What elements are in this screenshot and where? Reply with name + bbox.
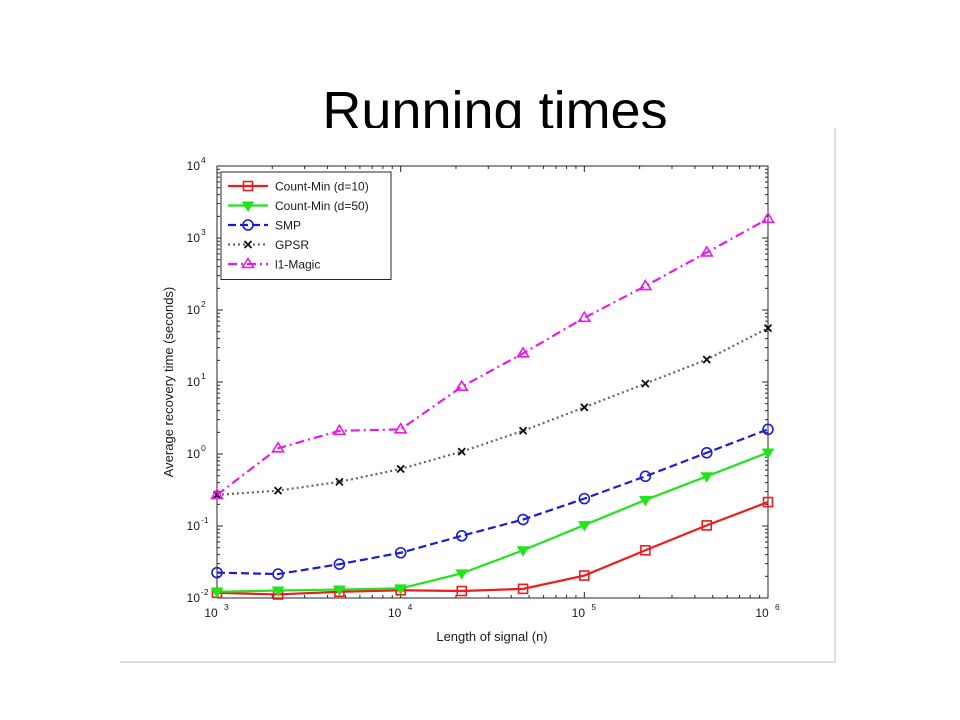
- legend-label-count-min-d10: Count-Min (d=10): [275, 180, 369, 194]
- series-l1-magic: [210, 211, 775, 500]
- y-tick-exponent: 2: [201, 299, 206, 309]
- data-point-count-min-d50: [700, 472, 714, 483]
- data-point-count-min-d50: [210, 587, 224, 599]
- data-point-gpsr: [396, 464, 405, 474]
- y-tick-exponent: -1: [201, 515, 209, 525]
- series-line-smp: [216, 428, 769, 576]
- legend-marker-smp: [242, 219, 254, 231]
- data-point-count-min-d10: [579, 570, 590, 581]
- x-tick-exponent: 3: [224, 602, 229, 612]
- y-tick-exponent: 0: [201, 443, 206, 453]
- series-line-l1-magic: [216, 217, 769, 496]
- data-point-smp: [455, 530, 468, 542]
- y-tick-exponent: 1: [201, 371, 206, 381]
- recovery-time-chart: 10 3 10 4 10 5 10 610 -210 -110 010 110 210 310 4 Coun…: [161, 155, 780, 644]
- data-point-gpsr: [457, 447, 466, 456]
- x-tick-label: 10: [755, 606, 769, 620]
- y-tick-label: 10: [187, 159, 201, 173]
- data-point-smp: [272, 568, 284, 580]
- y-tick-label: 10: [187, 447, 201, 461]
- data-point-gpsr: [641, 379, 650, 388]
- legend-marker-l1-magic: [241, 256, 255, 269]
- legend-label-l1-magic: l1-Magic: [275, 258, 320, 272]
- figure-panel: 10 3 10 4 10 5 10 6 10 -2 10 -1 10 0 10 1 10 2 10 3 10 4 Coun…: [120, 128, 836, 663]
- y-tick-label: 10: [187, 303, 201, 317]
- data-point-smp: [517, 513, 529, 526]
- data-point-smp: [639, 470, 652, 483]
- x-tick-exponent: 6: [775, 602, 780, 612]
- data-point-smp: [578, 492, 591, 505]
- series-line-count-min-d10: [216, 501, 769, 596]
- data-point-gpsr: [580, 403, 589, 412]
- legend-label-count-min-d50: Count-Min (d=50): [275, 199, 369, 213]
- x-tick-exponent: 4: [408, 602, 413, 612]
- series-smp: [211, 423, 774, 580]
- series-line-gpsr: [216, 327, 769, 497]
- data-point-count-min-d10: [456, 585, 468, 597]
- series-line-count-min-d50: [216, 451, 769, 593]
- legend-label-smp: SMP: [275, 219, 301, 233]
- data-point-gpsr: [518, 426, 528, 435]
- data-point-l1-magic: [577, 310, 592, 323]
- axis-ticks: 10 3 10 4 10 5 10 610 -210 -110 010 110 210 310 4: [187, 155, 780, 620]
- legend-marker-count-min-d10: [242, 180, 254, 192]
- y-tick-label: 10: [187, 375, 201, 389]
- y-tick-label: 10: [187, 231, 201, 245]
- data-point-smp: [211, 566, 223, 579]
- data-point-count-min-d10: [762, 496, 774, 508]
- y-tick-exponent: 4: [201, 155, 206, 165]
- data-point-count-min-d50: [761, 448, 775, 459]
- x-tick-exponent: 5: [591, 602, 596, 612]
- data-point-l1-magic: [761, 211, 775, 224]
- data-point-l1-magic: [332, 423, 347, 436]
- data-point-l1-magic: [393, 422, 408, 434]
- legend: Count-Min (d=10) Count-Min (d=50) SMP GPSR l…: [220, 171, 392, 280]
- data-point-smp: [762, 423, 774, 436]
- data-point-count-min-d50: [394, 584, 408, 595]
- data-point-gpsr: [273, 486, 283, 495]
- x-tick-label: 10: [572, 606, 586, 620]
- data-point-smp: [333, 558, 346, 570]
- data-point-count-min-d50: [577, 521, 591, 532]
- data-point-l1-magic: [210, 487, 224, 500]
- data-point-count-min-d50: [516, 546, 530, 557]
- data-point-gpsr: [335, 477, 344, 487]
- data-point-smp: [700, 446, 713, 459]
- data-point-count-min-d50: [638, 495, 652, 507]
- data-point-count-min-d50: [455, 569, 469, 580]
- data-point-gpsr: [763, 323, 773, 333]
- data-series: [210, 211, 775, 600]
- data-point-l1-magic: [271, 441, 285, 453]
- y-tick-label: 10: [187, 519, 201, 533]
- data-point-count-min-d50: [271, 586, 285, 597]
- x-tick-label: 10: [204, 606, 218, 620]
- data-point-count-min-d10: [701, 520, 713, 531]
- legend-marker-gpsr: [243, 240, 253, 249]
- x-tick-label: 10: [388, 606, 402, 620]
- legend-label-gpsr: GPSR: [275, 238, 309, 252]
- data-point-gpsr: [702, 355, 711, 364]
- data-point-l1-magic: [516, 346, 531, 358]
- data-point-l1-magic: [638, 279, 653, 291]
- y-axis-label: Average recovery time (seconds): [161, 287, 176, 478]
- data-point-count-min-d50: [333, 585, 346, 597]
- legend-marker-count-min-d50: [241, 201, 255, 212]
- series-count-min-d50: [210, 448, 775, 599]
- data-point-count-min-d10: [640, 544, 651, 556]
- data-point-count-min-d10: [517, 583, 529, 595]
- y-tick-exponent: 3: [201, 227, 206, 237]
- data-point-l1-magic: [454, 379, 469, 392]
- data-point-smp: [394, 546, 407, 559]
- data-point-l1-magic: [699, 245, 714, 257]
- y-tick-exponent: -2: [201, 587, 209, 597]
- y-tick-label: 10: [187, 591, 201, 605]
- x-axis-label: Length of signal (n): [436, 629, 547, 644]
